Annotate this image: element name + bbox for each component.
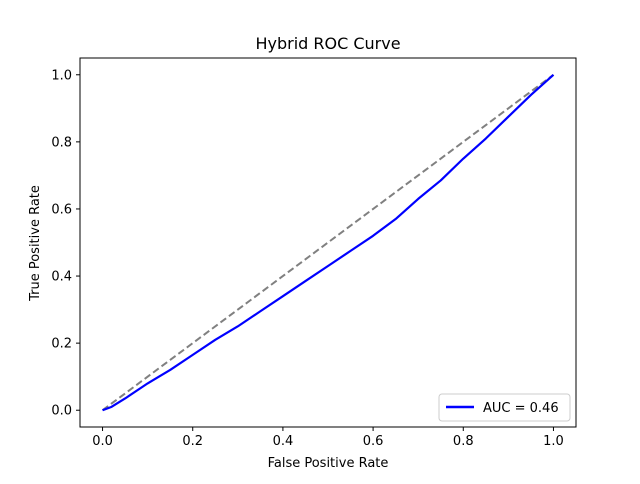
ticks-layer: 0.0 0.2 0.4 0.6 0.8 1.0 0.0 0.2 0.4 0.6 0.8 1.0 — [51, 68, 563, 449]
y-axis-label: True Positive Rate — [28, 185, 43, 302]
legend-label: AUC = 0.46 — [483, 401, 559, 416]
x-tick-label: 0.6 — [363, 434, 384, 449]
roc-curve-line — [102, 73, 555, 412]
y-tick-label: 1.0 — [51, 68, 72, 83]
diagonal-reference-line — [101, 73, 555, 412]
legend-box — [438, 393, 571, 422]
y-tick-label: 0.0 — [51, 404, 72, 419]
x-axis-label: False Positive Rate — [268, 456, 389, 471]
x-tick-label: 0.0 — [92, 434, 113, 449]
plot-frame — [79, 57, 577, 428]
y-tick-label: 0.4 — [51, 270, 72, 285]
series-layer — [101, 73, 555, 412]
y-tick-label: 0.6 — [51, 202, 72, 217]
y-tick-label: 0.2 — [51, 337, 72, 352]
x-tick-label: 0.4 — [273, 434, 294, 449]
x-tick-label: 0.2 — [182, 434, 203, 449]
legend: AUC = 0.46 — [438, 393, 571, 422]
x-tick-label: 0.8 — [453, 434, 474, 449]
y-tick-label: 0.8 — [51, 135, 72, 150]
chart-title: Hybrid ROC Curve — [255, 34, 400, 53]
x-tick-label: 1.0 — [543, 434, 564, 449]
